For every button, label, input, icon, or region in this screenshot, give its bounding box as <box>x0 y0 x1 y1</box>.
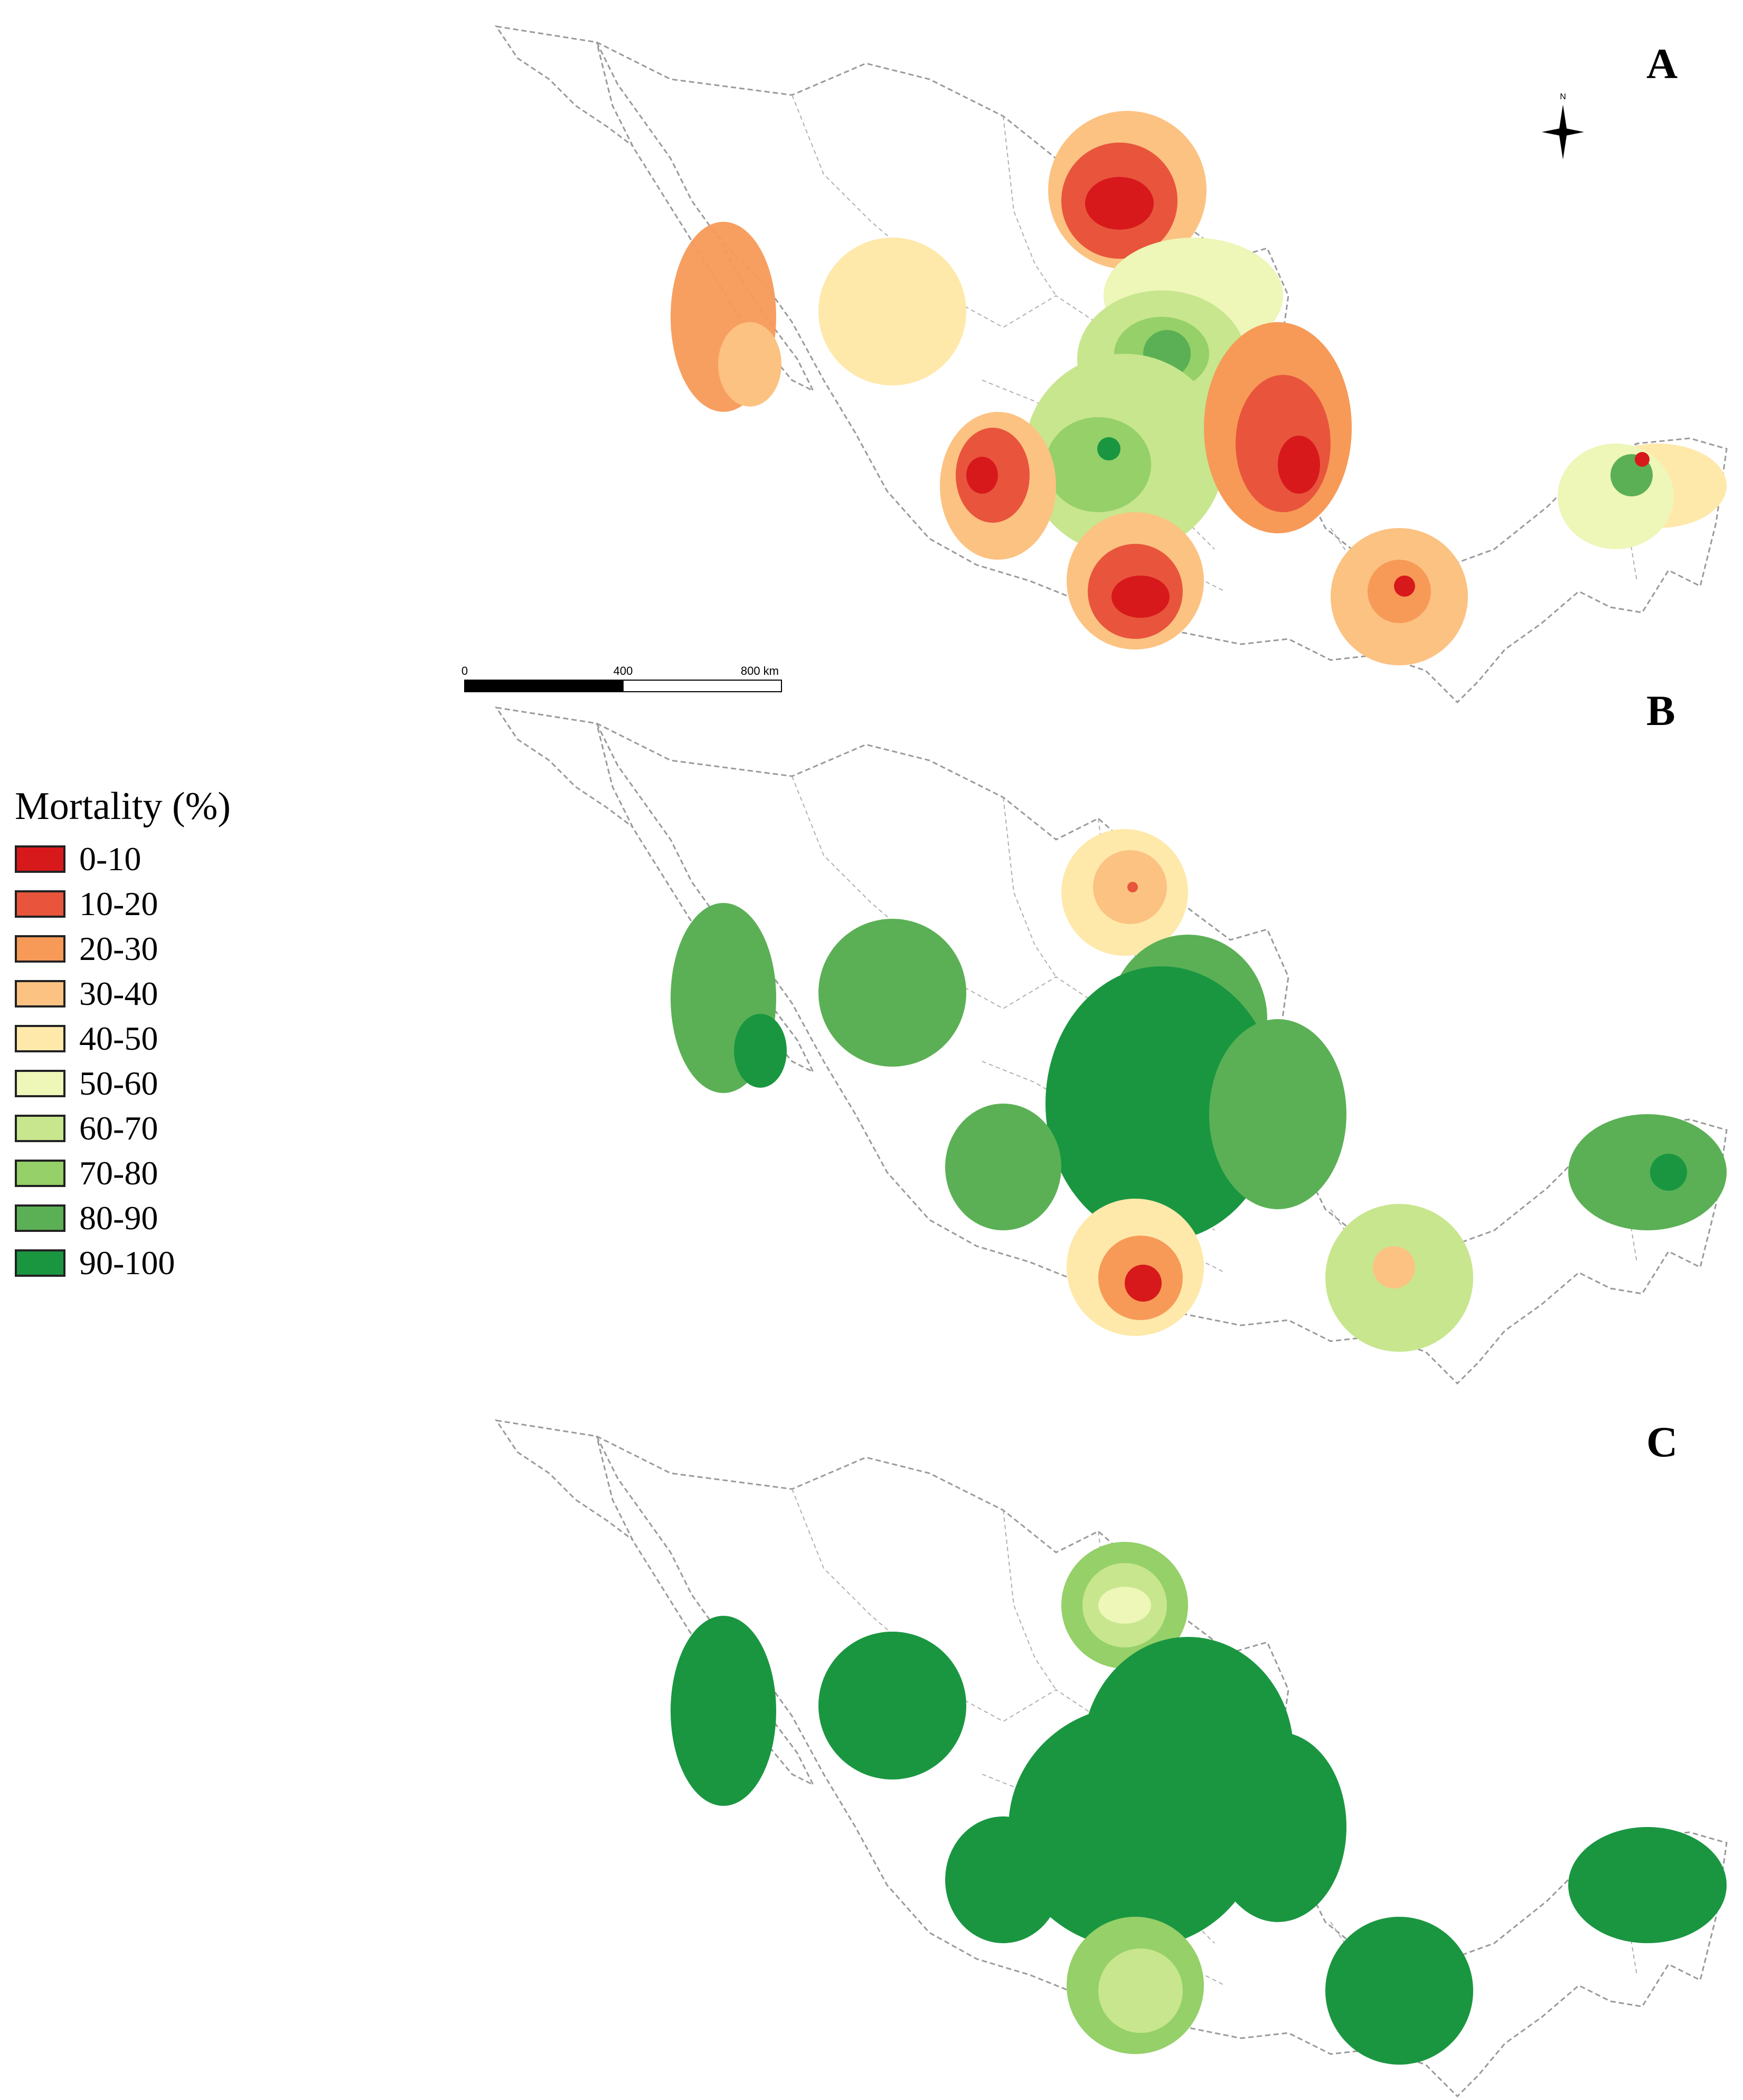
panel-label-c: C <box>1646 1418 1678 1466</box>
legend-item: 20-30 <box>15 926 289 971</box>
legend-item: 30-40 <box>15 971 289 1016</box>
legend-label: 50-60 <box>79 1064 158 1102</box>
panel-b-map <box>495 707 1728 1385</box>
legend-label: 0-10 <box>79 840 142 878</box>
legend-label: 30-40 <box>79 974 158 1012</box>
legend-label: 90-100 <box>79 1244 175 1282</box>
panel-a-mortality-surface <box>671 111 1727 665</box>
legend-item: 80-90 <box>15 1195 289 1240</box>
legend-label: 80-90 <box>79 1199 158 1237</box>
scale-label-800: 800 km <box>741 664 779 677</box>
panel-label-a: A <box>1646 40 1678 88</box>
legend-label: 20-30 <box>79 929 158 967</box>
legend-title: Mortality (%) <box>15 785 231 828</box>
legend-item: 50-60 <box>15 1061 289 1106</box>
legend-swatch <box>15 1159 65 1187</box>
panel-b-mortality-surface <box>671 829 1727 1352</box>
legend-label: 10-20 <box>79 884 158 922</box>
legend-swatch <box>15 845 65 873</box>
scale-label-0: 0 <box>461 664 468 677</box>
legend-swatch <box>15 1204 65 1232</box>
north-arrow-label: N <box>1560 92 1566 101</box>
legend-rows: 0-10 10-20 20-30 30-40 40-50 50-60 60-70 70-80 8… <box>15 836 289 1285</box>
legend-swatch <box>15 1069 65 1097</box>
legend-label: 70-80 <box>79 1154 158 1192</box>
legend-item: 0-10 <box>15 836 289 881</box>
legend-item: 40-50 <box>15 1016 289 1061</box>
scale-label-400: 400 <box>614 664 633 677</box>
panel-c-map <box>495 1419 1728 2097</box>
panel-a-map <box>495 25 1728 703</box>
legend-swatch <box>15 980 65 1007</box>
north-arrow-icon: N <box>1542 92 1584 159</box>
legend-swatch <box>15 1114 65 1142</box>
legend-item: 60-70 <box>15 1106 289 1151</box>
legend-label: 40-50 <box>79 1019 158 1057</box>
scale-bar: 0 400 800 km <box>461 664 782 692</box>
panel-label-b: B <box>1646 686 1675 734</box>
legend-item: 10-20 <box>15 881 289 926</box>
legend-item: 70-80 <box>15 1151 289 1195</box>
legend-swatch <box>15 1024 65 1052</box>
legend-label: 60-70 <box>79 1109 158 1147</box>
legend-swatch <box>15 1249 65 1277</box>
legend-swatch <box>15 890 65 918</box>
panel-c-mortality-surface <box>671 1542 1727 2065</box>
legend: Mortality (%) 0-10 10-20 20-30 30-40 40-50 50… <box>15 787 289 1285</box>
legend-item: 90-100 <box>15 1240 289 1285</box>
legend-swatch <box>15 935 65 963</box>
